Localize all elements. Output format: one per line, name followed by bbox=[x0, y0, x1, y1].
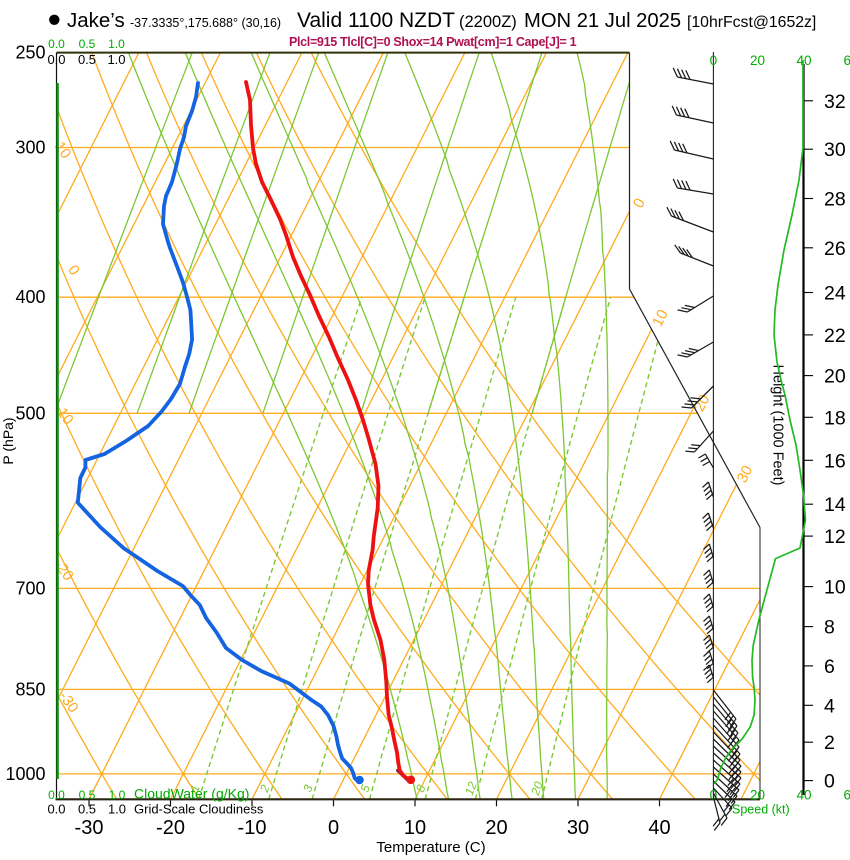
svg-text:26: 26 bbox=[824, 238, 846, 260]
svg-text:850: 850 bbox=[15, 679, 45, 699]
svg-text:Grid-Scale Cloudiness: Grid-Scale Cloudiness bbox=[134, 802, 264, 817]
svg-text:0: 0 bbox=[710, 53, 718, 68]
svg-text:24: 24 bbox=[824, 283, 846, 305]
svg-text:10: 10 bbox=[824, 577, 846, 599]
svg-text:20: 20 bbox=[485, 817, 507, 839]
svg-text:30: 30 bbox=[824, 139, 846, 161]
svg-text:1: 1 bbox=[187, 783, 202, 794]
svg-text:10: 10 bbox=[404, 817, 426, 839]
svg-text:0.0: 0.0 bbox=[47, 802, 65, 817]
svg-text:1.0: 1.0 bbox=[109, 788, 126, 802]
svg-text:250: 250 bbox=[15, 43, 45, 63]
svg-text:5: 5 bbox=[358, 783, 374, 794]
svg-text:MON 21 Jul 2025: MON 21 Jul 2025 bbox=[524, 10, 681, 32]
svg-text:Temperature (C): Temperature (C) bbox=[376, 839, 485, 856]
svg-text:0: 0 bbox=[710, 788, 718, 803]
svg-text:-10: -10 bbox=[238, 817, 267, 839]
svg-text:0.5: 0.5 bbox=[78, 52, 96, 67]
svg-text:-37.3335°,175.688° (30,16): -37.3335°,175.688° (30,16) bbox=[130, 16, 281, 30]
svg-text:4: 4 bbox=[824, 695, 835, 717]
svg-text:Speed (kt): Speed (kt) bbox=[732, 803, 790, 817]
svg-text:(2200Z): (2200Z) bbox=[459, 13, 517, 31]
svg-text:-30: -30 bbox=[75, 817, 104, 839]
svg-text:Jake’s: Jake’s bbox=[67, 9, 125, 32]
svg-text:1.0: 1.0 bbox=[108, 802, 126, 817]
svg-text:CloudWater (g/Kg): CloudWater (g/Kg) bbox=[134, 786, 249, 802]
svg-text:2: 2 bbox=[824, 732, 835, 754]
svg-text:400: 400 bbox=[15, 287, 45, 307]
svg-text:0.5: 0.5 bbox=[79, 37, 96, 51]
svg-text:0: 0 bbox=[328, 817, 339, 839]
svg-text:1.0: 1.0 bbox=[108, 37, 125, 51]
svg-text:1000: 1000 bbox=[5, 764, 45, 784]
svg-text:1.0: 1.0 bbox=[107, 52, 125, 67]
svg-text:Height (1000 Feet): Height (1000 Feet) bbox=[770, 365, 786, 486]
svg-text:30: 30 bbox=[734, 463, 757, 486]
svg-text:0: 0 bbox=[824, 771, 835, 793]
svg-text:20: 20 bbox=[750, 53, 765, 68]
svg-text:Valid 1100 NZDT: Valid 1100 NZDT bbox=[297, 9, 455, 32]
svg-text:8: 8 bbox=[413, 783, 429, 794]
svg-text:60: 60 bbox=[843, 788, 850, 803]
svg-text:18: 18 bbox=[824, 407, 846, 429]
svg-text:14: 14 bbox=[824, 494, 846, 516]
svg-text:16: 16 bbox=[824, 450, 846, 472]
svg-text:6: 6 bbox=[824, 656, 835, 678]
svg-text:32: 32 bbox=[824, 91, 846, 113]
svg-text:40: 40 bbox=[796, 788, 811, 803]
svg-text:20: 20 bbox=[824, 366, 846, 388]
svg-text:12: 12 bbox=[824, 526, 846, 548]
svg-text:0.5: 0.5 bbox=[79, 788, 96, 802]
svg-text:20: 20 bbox=[691, 392, 714, 415]
svg-text:40: 40 bbox=[796, 53, 811, 68]
svg-text:-20: -20 bbox=[156, 817, 185, 839]
svg-text:30: 30 bbox=[567, 817, 589, 839]
svg-text:60: 60 bbox=[843, 53, 850, 68]
svg-text:Plcl=915 Tlcl[C]=0 Shox=14 Pwa: Plcl=915 Tlcl[C]=0 Shox=14 Pwat[cm]=1 Ca… bbox=[289, 35, 577, 49]
svg-text:28: 28 bbox=[824, 189, 846, 211]
svg-text:10: 10 bbox=[649, 307, 672, 330]
svg-text:0.5: 0.5 bbox=[78, 802, 96, 817]
svg-text:0.0: 0.0 bbox=[47, 52, 65, 67]
svg-text:20: 20 bbox=[528, 779, 546, 798]
svg-text:22: 22 bbox=[824, 325, 846, 347]
svg-text:3: 3 bbox=[300, 783, 316, 794]
svg-text:12: 12 bbox=[462, 779, 480, 797]
svg-text:0.0: 0.0 bbox=[48, 788, 65, 802]
svg-text:300: 300 bbox=[15, 138, 45, 158]
svg-text:20: 20 bbox=[750, 788, 765, 803]
svg-text:500: 500 bbox=[15, 403, 45, 423]
svg-text:700: 700 bbox=[15, 578, 45, 598]
svg-text:8: 8 bbox=[824, 617, 835, 639]
svg-text:40: 40 bbox=[648, 817, 670, 839]
svg-text:[10hrFcst@1652z]: [10hrFcst@1652z] bbox=[687, 14, 816, 31]
svg-text:P (hPa): P (hPa) bbox=[0, 417, 16, 464]
svg-text:0.0: 0.0 bbox=[48, 37, 65, 51]
